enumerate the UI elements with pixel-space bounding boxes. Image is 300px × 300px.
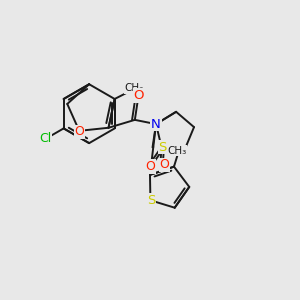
Text: N: N xyxy=(151,118,161,130)
Text: S: S xyxy=(147,194,156,207)
Text: S: S xyxy=(158,140,167,154)
Text: Cl: Cl xyxy=(40,132,52,145)
Text: O: O xyxy=(74,125,84,138)
Text: O: O xyxy=(159,158,169,171)
Text: CH₃: CH₃ xyxy=(167,146,186,156)
Text: O: O xyxy=(146,160,155,173)
Text: CH₃: CH₃ xyxy=(124,83,143,93)
Text: O: O xyxy=(134,89,144,102)
